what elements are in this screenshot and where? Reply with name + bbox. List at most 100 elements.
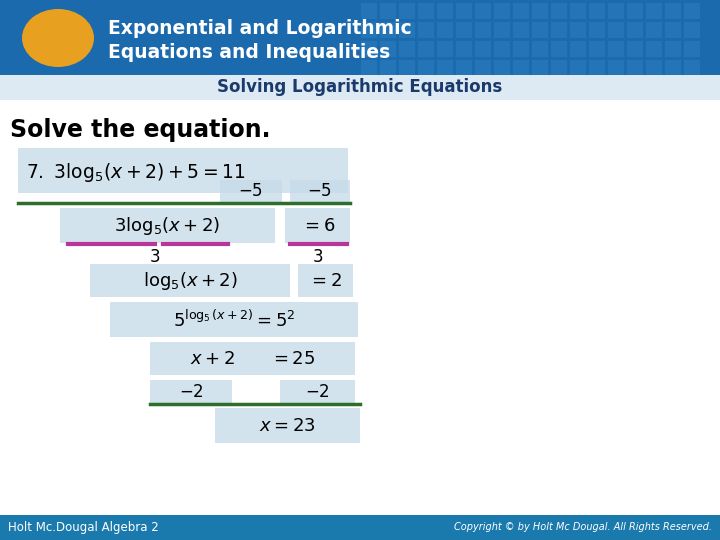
FancyBboxPatch shape — [551, 60, 567, 76]
FancyBboxPatch shape — [513, 60, 529, 76]
FancyBboxPatch shape — [684, 22, 700, 38]
Text: $7. \ 3\log_5\!\left(x+2\right)+5=11$: $7. \ 3\log_5\!\left(x+2\right)+5=11$ — [26, 161, 246, 185]
FancyBboxPatch shape — [551, 3, 567, 19]
FancyBboxPatch shape — [494, 22, 510, 38]
FancyBboxPatch shape — [627, 3, 643, 19]
FancyBboxPatch shape — [361, 60, 377, 76]
FancyBboxPatch shape — [418, 60, 434, 76]
FancyBboxPatch shape — [0, 75, 720, 100]
FancyBboxPatch shape — [361, 3, 377, 19]
FancyBboxPatch shape — [627, 22, 643, 38]
FancyBboxPatch shape — [90, 264, 290, 297]
FancyBboxPatch shape — [589, 60, 605, 76]
FancyBboxPatch shape — [399, 22, 415, 38]
FancyBboxPatch shape — [532, 3, 548, 19]
FancyBboxPatch shape — [437, 41, 453, 57]
Text: $= 2$: $= 2$ — [308, 272, 342, 290]
FancyBboxPatch shape — [570, 3, 586, 19]
FancyBboxPatch shape — [380, 3, 396, 19]
FancyBboxPatch shape — [456, 60, 472, 76]
FancyBboxPatch shape — [298, 264, 353, 297]
Text: $5^{\log_5(x+2)} = 5^2$: $5^{\log_5(x+2)} = 5^2$ — [173, 309, 295, 330]
FancyBboxPatch shape — [627, 60, 643, 76]
FancyBboxPatch shape — [399, 41, 415, 57]
Ellipse shape — [22, 9, 94, 67]
FancyBboxPatch shape — [380, 22, 396, 38]
FancyBboxPatch shape — [684, 41, 700, 57]
FancyBboxPatch shape — [665, 41, 681, 57]
FancyBboxPatch shape — [18, 148, 348, 193]
FancyBboxPatch shape — [646, 60, 662, 76]
FancyBboxPatch shape — [0, 515, 720, 540]
FancyBboxPatch shape — [608, 22, 624, 38]
FancyBboxPatch shape — [570, 22, 586, 38]
Text: $3$: $3$ — [312, 248, 323, 266]
FancyBboxPatch shape — [361, 41, 377, 57]
FancyBboxPatch shape — [589, 22, 605, 38]
FancyBboxPatch shape — [551, 41, 567, 57]
FancyBboxPatch shape — [418, 3, 434, 19]
Text: $3\log_5\!\left(x+2\right)$: $3\log_5\!\left(x+2\right)$ — [114, 215, 220, 237]
Text: $-2$: $-2$ — [179, 383, 204, 401]
FancyBboxPatch shape — [290, 180, 350, 202]
FancyBboxPatch shape — [513, 22, 529, 38]
FancyBboxPatch shape — [684, 3, 700, 19]
Text: Solve the equation.: Solve the equation. — [10, 118, 271, 142]
FancyBboxPatch shape — [380, 41, 396, 57]
FancyBboxPatch shape — [608, 41, 624, 57]
FancyBboxPatch shape — [475, 41, 491, 57]
FancyBboxPatch shape — [380, 60, 396, 76]
FancyBboxPatch shape — [532, 22, 548, 38]
FancyBboxPatch shape — [456, 3, 472, 19]
FancyBboxPatch shape — [570, 41, 586, 57]
FancyBboxPatch shape — [646, 22, 662, 38]
FancyBboxPatch shape — [285, 208, 350, 243]
FancyBboxPatch shape — [280, 380, 355, 403]
FancyBboxPatch shape — [665, 60, 681, 76]
FancyBboxPatch shape — [608, 60, 624, 76]
FancyBboxPatch shape — [589, 3, 605, 19]
Text: $\log_5\!\left(x+2\right)$: $\log_5\!\left(x+2\right)$ — [143, 270, 238, 292]
FancyBboxPatch shape — [456, 22, 472, 38]
FancyBboxPatch shape — [627, 41, 643, 57]
FancyBboxPatch shape — [532, 60, 548, 76]
FancyBboxPatch shape — [646, 41, 662, 57]
FancyBboxPatch shape — [570, 60, 586, 76]
FancyBboxPatch shape — [215, 408, 360, 443]
Text: $x = 23$: $x = 23$ — [258, 417, 315, 435]
FancyBboxPatch shape — [437, 60, 453, 76]
FancyBboxPatch shape — [150, 380, 232, 403]
Text: Holt Mc.Dougal Algebra 2: Holt Mc.Dougal Algebra 2 — [8, 521, 158, 534]
FancyBboxPatch shape — [475, 60, 491, 76]
FancyBboxPatch shape — [418, 41, 434, 57]
FancyBboxPatch shape — [418, 22, 434, 38]
FancyBboxPatch shape — [437, 22, 453, 38]
FancyBboxPatch shape — [494, 41, 510, 57]
FancyBboxPatch shape — [437, 3, 453, 19]
FancyBboxPatch shape — [608, 3, 624, 19]
Text: Exponential and Logarithmic: Exponential and Logarithmic — [108, 18, 412, 37]
Text: Equations and Inequalities: Equations and Inequalities — [108, 43, 390, 62]
FancyBboxPatch shape — [513, 41, 529, 57]
FancyBboxPatch shape — [150, 342, 355, 375]
Text: Copyright © by Holt Mc Dougal. All Rights Reserved.: Copyright © by Holt Mc Dougal. All Right… — [454, 522, 712, 532]
FancyBboxPatch shape — [361, 22, 377, 38]
FancyBboxPatch shape — [684, 60, 700, 76]
FancyBboxPatch shape — [494, 60, 510, 76]
FancyBboxPatch shape — [456, 41, 472, 57]
FancyBboxPatch shape — [399, 60, 415, 76]
Text: $-2$: $-2$ — [305, 383, 330, 401]
FancyBboxPatch shape — [513, 3, 529, 19]
FancyBboxPatch shape — [110, 302, 358, 337]
Text: $= 6$: $= 6$ — [301, 217, 336, 235]
FancyBboxPatch shape — [475, 22, 491, 38]
FancyBboxPatch shape — [551, 22, 567, 38]
FancyBboxPatch shape — [646, 3, 662, 19]
Text: $-5$: $-5$ — [238, 182, 264, 200]
FancyBboxPatch shape — [665, 3, 681, 19]
FancyBboxPatch shape — [0, 0, 720, 75]
FancyBboxPatch shape — [532, 41, 548, 57]
FancyBboxPatch shape — [220, 180, 282, 202]
FancyBboxPatch shape — [475, 3, 491, 19]
FancyBboxPatch shape — [60, 208, 275, 243]
